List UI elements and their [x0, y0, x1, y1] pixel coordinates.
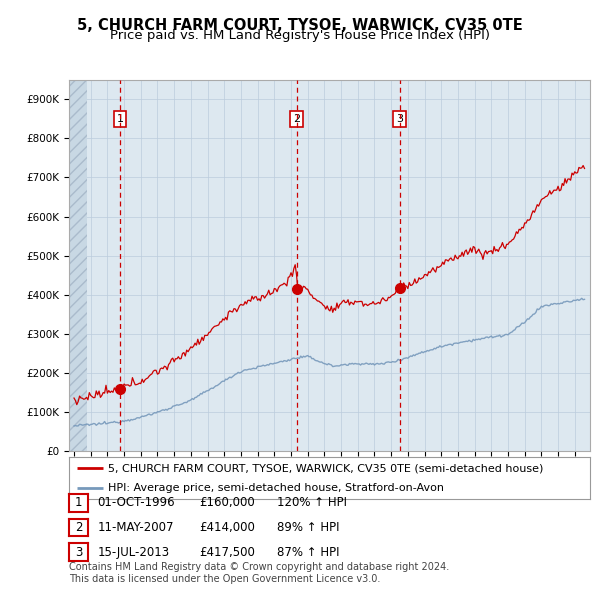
Text: 2: 2 — [75, 521, 82, 534]
Text: 2: 2 — [293, 114, 300, 124]
Text: HPI: Average price, semi-detached house, Stratford-on-Avon: HPI: Average price, semi-detached house,… — [108, 483, 444, 493]
Text: 01-OCT-1996: 01-OCT-1996 — [97, 496, 175, 509]
Text: 15-JUL-2013: 15-JUL-2013 — [97, 546, 169, 559]
Text: 5, CHURCH FARM COURT, TYSOE, WARWICK, CV35 0TE: 5, CHURCH FARM COURT, TYSOE, WARWICK, CV… — [77, 18, 523, 32]
Text: £417,500: £417,500 — [199, 546, 255, 559]
Text: 5, CHURCH FARM COURT, TYSOE, WARWICK, CV35 0TE (semi-detached house): 5, CHURCH FARM COURT, TYSOE, WARWICK, CV… — [108, 463, 544, 473]
Text: £160,000: £160,000 — [199, 496, 255, 509]
Bar — [69, 80, 86, 451]
Text: 3: 3 — [75, 546, 82, 559]
Text: 89% ↑ HPI: 89% ↑ HPI — [277, 521, 340, 534]
Text: 11-MAY-2007: 11-MAY-2007 — [97, 521, 174, 534]
Text: 3: 3 — [396, 114, 403, 124]
Text: Contains HM Land Registry data © Crown copyright and database right 2024.
This d: Contains HM Land Registry data © Crown c… — [69, 562, 449, 584]
Text: 1: 1 — [116, 114, 124, 124]
Text: 87% ↑ HPI: 87% ↑ HPI — [277, 546, 340, 559]
Text: 120% ↑ HPI: 120% ↑ HPI — [277, 496, 347, 509]
Text: £414,000: £414,000 — [199, 521, 255, 534]
Text: 1: 1 — [75, 496, 82, 509]
Text: Price paid vs. HM Land Registry's House Price Index (HPI): Price paid vs. HM Land Registry's House … — [110, 30, 490, 42]
